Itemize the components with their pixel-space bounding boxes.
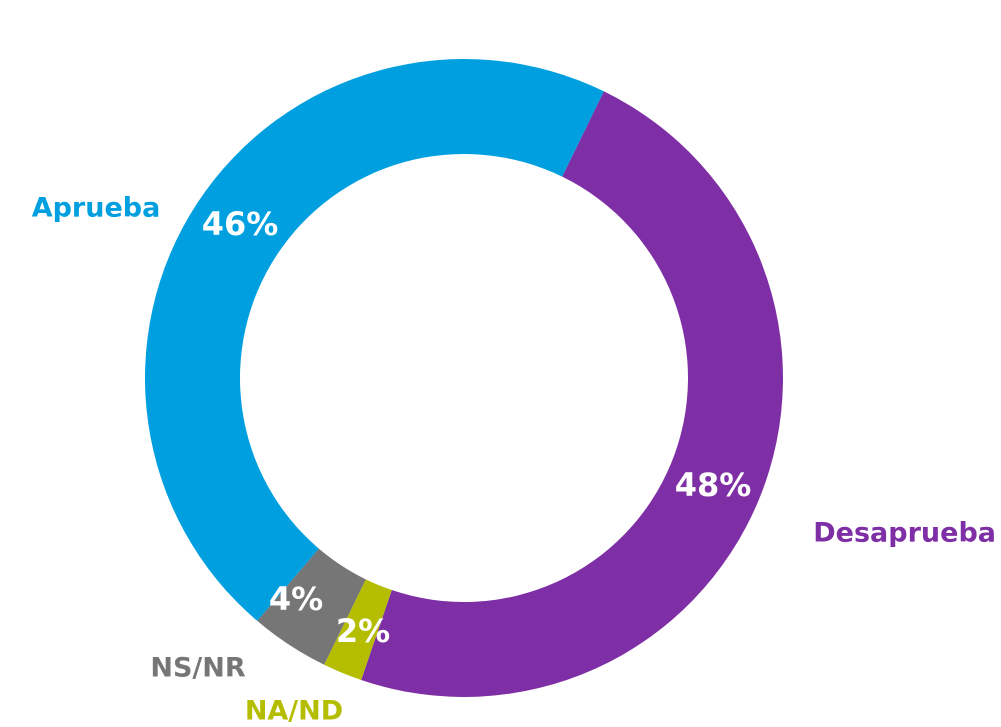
donut-labels: 48% Desaprueba 2% NA/ND 4% NS/NR 46% Aprueba [32, 193, 996, 727]
value-label-desaprueba: 48% [675, 466, 752, 504]
category-label-na-nd: NA/ND [245, 696, 343, 727]
donut-slices [145, 59, 784, 698]
value-label-ns-nr: 4% [269, 580, 323, 618]
value-label-aprueba: 46% [202, 205, 279, 243]
category-label-aprueba: Aprueba [32, 193, 161, 224]
category-label-ns-nr: NS/NR [150, 653, 246, 684]
value-label-na-nd: 2% [336, 612, 390, 650]
slice-ns-nr [257, 548, 366, 665]
slice-desaprueba [361, 91, 784, 698]
slice-na-nd [324, 579, 392, 680]
slice-aprueba [145, 59, 604, 621]
category-label-desaprueba: Desaprueba [813, 518, 996, 549]
